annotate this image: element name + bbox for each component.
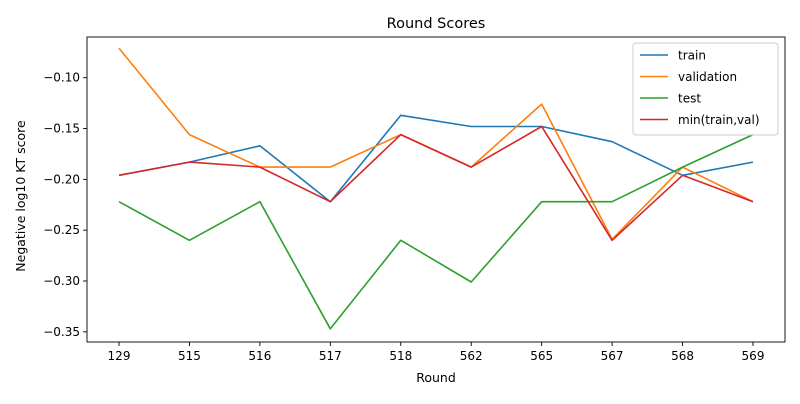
y-tick-label: −0.10 <box>43 71 80 85</box>
x-tick-label: 562 <box>460 349 483 363</box>
legend-label: validation <box>678 70 737 84</box>
series-line-0 <box>118 114 754 203</box>
y-tick-label: −0.30 <box>43 274 80 288</box>
x-tick-label: 129 <box>108 349 131 363</box>
legend-label: test <box>678 92 701 106</box>
legend: train validation test min(train,val) <box>632 42 779 136</box>
legend-box <box>632 42 779 136</box>
y-axis: −0.35 −0.30 −0.25 −0.20 −0.15 −0.10 <box>43 71 87 339</box>
x-tick-label: 568 <box>671 349 694 363</box>
legend-label: min(train,val) <box>678 113 760 127</box>
plot-area <box>86 36 786 343</box>
chart-title: Round Scores <box>387 16 486 32</box>
y-tick-label: −0.15 <box>43 122 80 136</box>
legend-label: train <box>678 49 706 63</box>
x-tick-label: 518 <box>389 349 412 363</box>
x-axis-label: Round <box>416 370 456 385</box>
x-tick-label: 565 <box>530 349 553 363</box>
x-tick-label: 567 <box>601 349 624 363</box>
x-tick-label: 569 <box>742 349 765 363</box>
x-tick-label: 515 <box>178 349 201 363</box>
x-tick-label: 517 <box>319 349 342 363</box>
x-axis: 129 515 516 517 518 562 565 567 568 569 <box>108 342 765 363</box>
axes-frame <box>86 36 786 343</box>
series-line-3 <box>118 125 754 242</box>
y-tick-label: −0.20 <box>43 172 80 186</box>
y-tick-label: −0.35 <box>43 325 80 339</box>
y-tick-label: −0.25 <box>43 223 80 237</box>
y-axis-label: Negative log10 KT score <box>13 120 28 272</box>
x-tick-label: 516 <box>248 349 271 363</box>
series-line-2 <box>118 133 754 330</box>
